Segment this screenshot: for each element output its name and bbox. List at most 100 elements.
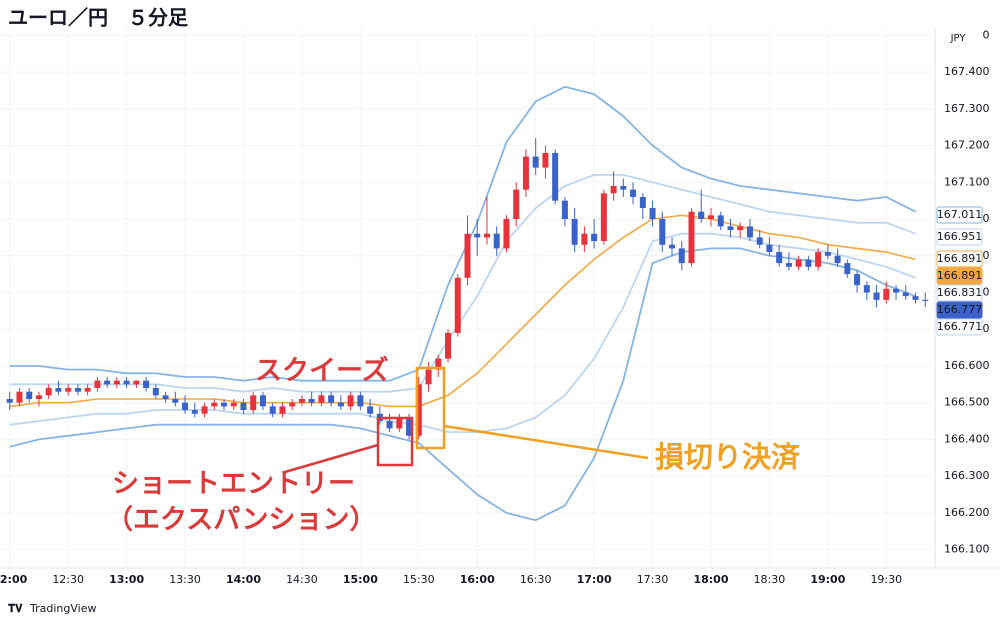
candles (6, 138, 929, 440)
candle-body (561, 200, 568, 220)
currency-box (938, 28, 982, 48)
candle-body (269, 406, 276, 414)
candle-body (844, 263, 851, 275)
price-label: 167.011 (937, 208, 983, 221)
candle-body (727, 226, 734, 231)
price-label: 166.831 (937, 286, 983, 299)
candle-body (776, 252, 783, 264)
candle-body (6, 399, 13, 403)
candle-body (425, 369, 432, 385)
candle-body (678, 248, 685, 264)
price-label: 166.891 (937, 252, 983, 265)
candle-body (698, 211, 705, 220)
candle-body (503, 219, 510, 249)
candle-body (250, 395, 257, 411)
price-label-box (936, 228, 983, 246)
stop-box (415, 366, 446, 450)
candle-body (902, 292, 909, 297)
brand-logo: 𝐓𝐕 (8, 602, 23, 615)
candle-body (298, 399, 305, 403)
band-line (9, 214, 916, 408)
candle-body (483, 233, 490, 238)
candle-body (201, 406, 208, 414)
candle-body (35, 395, 42, 400)
x-tick-label: 12:30 (52, 573, 84, 586)
band-line (9, 174, 916, 393)
candle-body (649, 208, 656, 220)
x-tick-label: 14:30 (286, 573, 318, 586)
candle-body (600, 193, 607, 242)
price-label-box (936, 267, 983, 285)
candle-body (737, 226, 744, 231)
candle-body (357, 395, 364, 407)
candle-body (406, 417, 413, 436)
price-label: 166.771 (937, 320, 983, 333)
candle-body (445, 332, 452, 359)
y-tick-label: 166.200 (944, 506, 990, 519)
y-tick-label: 166.600 (944, 359, 990, 372)
candle-body (893, 288, 900, 293)
price-label-box (936, 250, 983, 268)
stop-pointer (443, 424, 649, 460)
x-tick-label: 18:00 (693, 573, 728, 586)
x-tick-label: 19:30 (870, 573, 902, 586)
candle-body (912, 296, 919, 300)
bollinger-bands (9, 85, 916, 522)
candle-body (815, 252, 822, 267)
candle-body (65, 388, 72, 392)
squeeze-label: スクイーズ (255, 355, 389, 387)
band-line (9, 247, 916, 522)
y-tick-label: 166.500 (944, 396, 990, 409)
candle-body (717, 215, 724, 227)
expansion-label: （エクスパンション） (106, 505, 377, 536)
candle-body (863, 285, 870, 293)
candle-body (328, 395, 335, 403)
x-tick-label: 16:30 (520, 573, 552, 586)
candle-body (805, 259, 812, 267)
candle-body (756, 237, 763, 245)
candle-body (581, 233, 588, 245)
candle-body (824, 252, 831, 256)
candle-body (55, 388, 62, 392)
x-tick-label: 13:00 (109, 573, 144, 586)
candle-body (630, 189, 637, 197)
price-label: 166.891 (937, 269, 983, 282)
chart-title: ユーロ／円 ５分足 (8, 6, 189, 30)
entry-box (376, 416, 414, 467)
price-label-box (936, 206, 983, 224)
x-tick-label: 15:30 (403, 573, 435, 586)
candle-body (16, 391, 23, 403)
candle-body (415, 384, 422, 436)
candle-body (522, 156, 529, 190)
candle-body (873, 292, 880, 300)
candle-body (26, 391, 33, 400)
candle-body (94, 380, 101, 388)
candle-body (113, 380, 120, 385)
x-tick-label: 19:00 (810, 573, 845, 586)
candle-body (591, 233, 598, 242)
x-tick-label: 16:00 (460, 573, 495, 586)
candle-body (221, 402, 228, 407)
candle-body (191, 410, 198, 414)
y-tick-label: 166.400 (944, 432, 990, 445)
candle-body (211, 402, 218, 407)
axes: 166.100 166.200 166.300 166.400 166.500 166.6… (0, 28, 990, 586)
y-tick-label: 166.300 (944, 469, 990, 482)
candle-body (513, 189, 520, 220)
candle-body (922, 299, 929, 301)
candle-body (45, 388, 52, 396)
candle-body (435, 358, 442, 370)
candle-body (279, 406, 286, 414)
candle-body (337, 402, 344, 407)
x-tick-label: 15:00 (343, 573, 378, 586)
candle-body (318, 395, 325, 403)
candle-body (854, 274, 861, 286)
y-tick-label: 167.300 (944, 102, 990, 115)
candle-body (659, 219, 666, 245)
currency-label: JPY (950, 33, 967, 44)
candle-body (688, 211, 695, 264)
candle-body (669, 244, 676, 249)
brand-label: TradingView (29, 602, 96, 615)
stop-label: 損切り決済 (655, 440, 801, 474)
